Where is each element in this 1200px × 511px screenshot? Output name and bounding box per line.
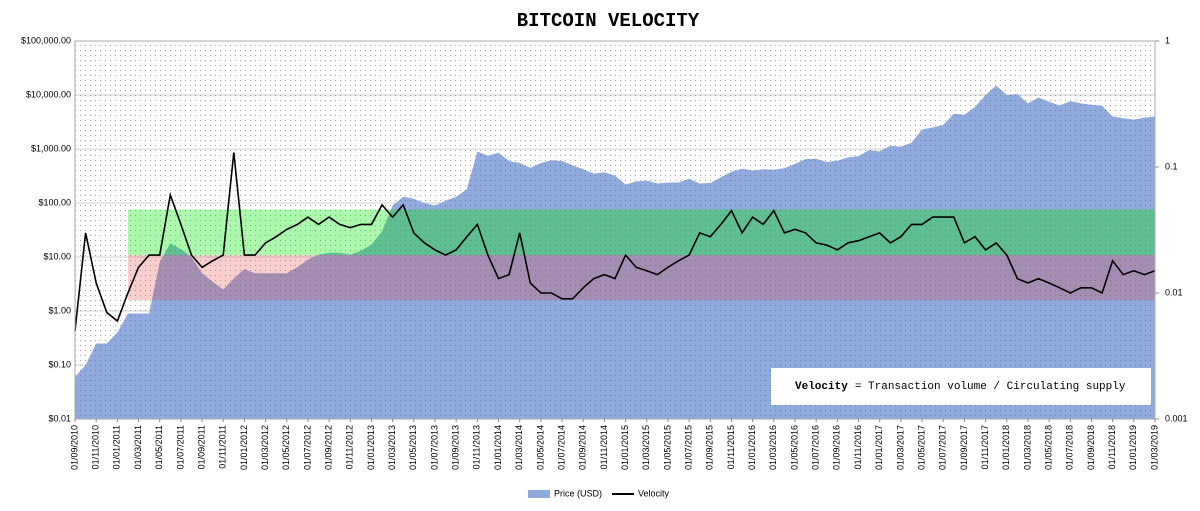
annotation-box	[771, 368, 1151, 405]
x-tick-label: 01/07/2017	[938, 425, 948, 470]
x-tick-label: 01/11/2013	[472, 425, 482, 469]
x-tick-label: 01/07/2012	[302, 425, 312, 470]
x-tick-label: 01/11/2018	[1107, 425, 1117, 469]
x-tick-label: 01/05/2013	[408, 425, 418, 470]
x-tick-label: 01/09/2018	[1086, 425, 1096, 470]
x-tick-label: 01/11/2011	[218, 425, 228, 469]
x-tick-label: 01/05/2011	[154, 425, 164, 469]
x-tick-label: 01/01/2018	[1001, 425, 1011, 470]
x-tick-label: 01/07/2011	[175, 425, 185, 469]
annotation-term: Velocity	[795, 381, 848, 393]
x-tick-label: 01/09/2014	[578, 425, 588, 470]
x-tick-label: 01/01/2019	[1128, 425, 1138, 470]
y-tick-label: $0.10	[48, 359, 71, 369]
x-tick-label: 01/01/2015	[620, 425, 630, 470]
x-tick-label: 01/03/2013	[387, 425, 397, 470]
plot-border	[74, 40, 1156, 420]
y-tick-label: $1.00	[48, 305, 71, 315]
x-tick-label: 01/05/2012	[281, 425, 291, 470]
x-tick-label: 01/11/2017	[980, 425, 990, 469]
annotation-definition: = Transaction volume / Circulating suppl…	[855, 381, 1126, 393]
y2-tick-label: 0.1	[1165, 161, 1178, 171]
band	[127, 255, 1156, 300]
x-tick-label: 01/01/2013	[366, 425, 376, 470]
chart-title: BITCOIN VELOCITY	[517, 10, 700, 32]
texture	[75, 41, 1155, 419]
x-tick-label: 01/07/2018	[1065, 425, 1075, 470]
y-tick-label: $1,000.00	[31, 143, 71, 153]
x-tick-label: 01/03/2011	[133, 425, 143, 469]
x-tick-label: 01/03/2014	[514, 425, 524, 470]
x-tick-label: 01/05/2017	[916, 425, 926, 470]
x-tick-label: 01/05/2016	[789, 425, 799, 470]
x-tick-label: 01/09/2012	[323, 425, 333, 470]
x-tick-label: 01/11/2016	[853, 425, 863, 469]
x-tick-label: 01/03/2019	[1149, 425, 1159, 470]
x-tick-label: 01/01/2011	[112, 425, 122, 469]
x-tick-label: 01/11/2014	[599, 425, 609, 469]
legend-label: Price (USD)	[554, 488, 602, 498]
x-tick-label: 01/07/2013	[429, 425, 439, 470]
x-tick-label: 01/11/2015	[726, 425, 736, 469]
x-tick-label: 01/01/2017	[874, 425, 884, 470]
velocity-line	[74, 152, 1156, 331]
x-tick-label: 01/05/2015	[662, 425, 672, 470]
x-tick-label: 01/03/2015	[641, 425, 651, 470]
x-tick-label: 01/09/2015	[705, 425, 715, 470]
y2-tick-label: 0.001	[1165, 413, 1188, 423]
x-tick-label: 01/05/2018	[1043, 425, 1053, 470]
x-tick-label: 01/09/2011	[196, 425, 206, 469]
annotation: Velocity = Transaction volume / Circulati…	[795, 381, 1126, 393]
x-tick-label: 01/01/2014	[493, 425, 503, 470]
y2-tick-label: 0.01	[1165, 287, 1183, 297]
x-tick-label: 01/07/2016	[811, 425, 821, 470]
x-tick-label: 01/05/2014	[535, 425, 545, 470]
y-tick-label: $10,000.00	[26, 89, 71, 99]
legend-label: Velocity	[638, 488, 670, 498]
x-tick-label: 01/01/2012	[239, 425, 249, 470]
x-tick-label: 01/07/2014	[556, 425, 566, 470]
x-tick-label: 01/09/2010	[69, 425, 79, 470]
x-tick-label: 01/03/2016	[768, 425, 778, 470]
y-tick-label: $10.00	[43, 251, 71, 261]
x-tick-label: 01/03/2018	[1022, 425, 1032, 470]
y-tick-label: $100,000.00	[21, 35, 71, 45]
x-tick-label: 01/09/2016	[832, 425, 842, 470]
y2-tick-label: 1	[1165, 35, 1170, 45]
x-tick-label: 01/11/2012	[345, 425, 355, 469]
x-tick-label: 01/11/2010	[91, 425, 101, 469]
legend-swatch	[528, 490, 550, 498]
x-tick-label: 01/03/2017	[895, 425, 905, 470]
y-tick-label: $0.01	[48, 413, 71, 423]
x-tick-label: 01/09/2013	[451, 425, 461, 470]
x-tick-label: 01/07/2015	[683, 425, 693, 470]
x-tick-label: 01/09/2017	[959, 425, 969, 470]
x-tick-label: 01/01/2016	[747, 425, 757, 470]
x-tick-label: 01/03/2012	[260, 425, 270, 470]
y-tick-label: $100.00	[38, 197, 71, 207]
